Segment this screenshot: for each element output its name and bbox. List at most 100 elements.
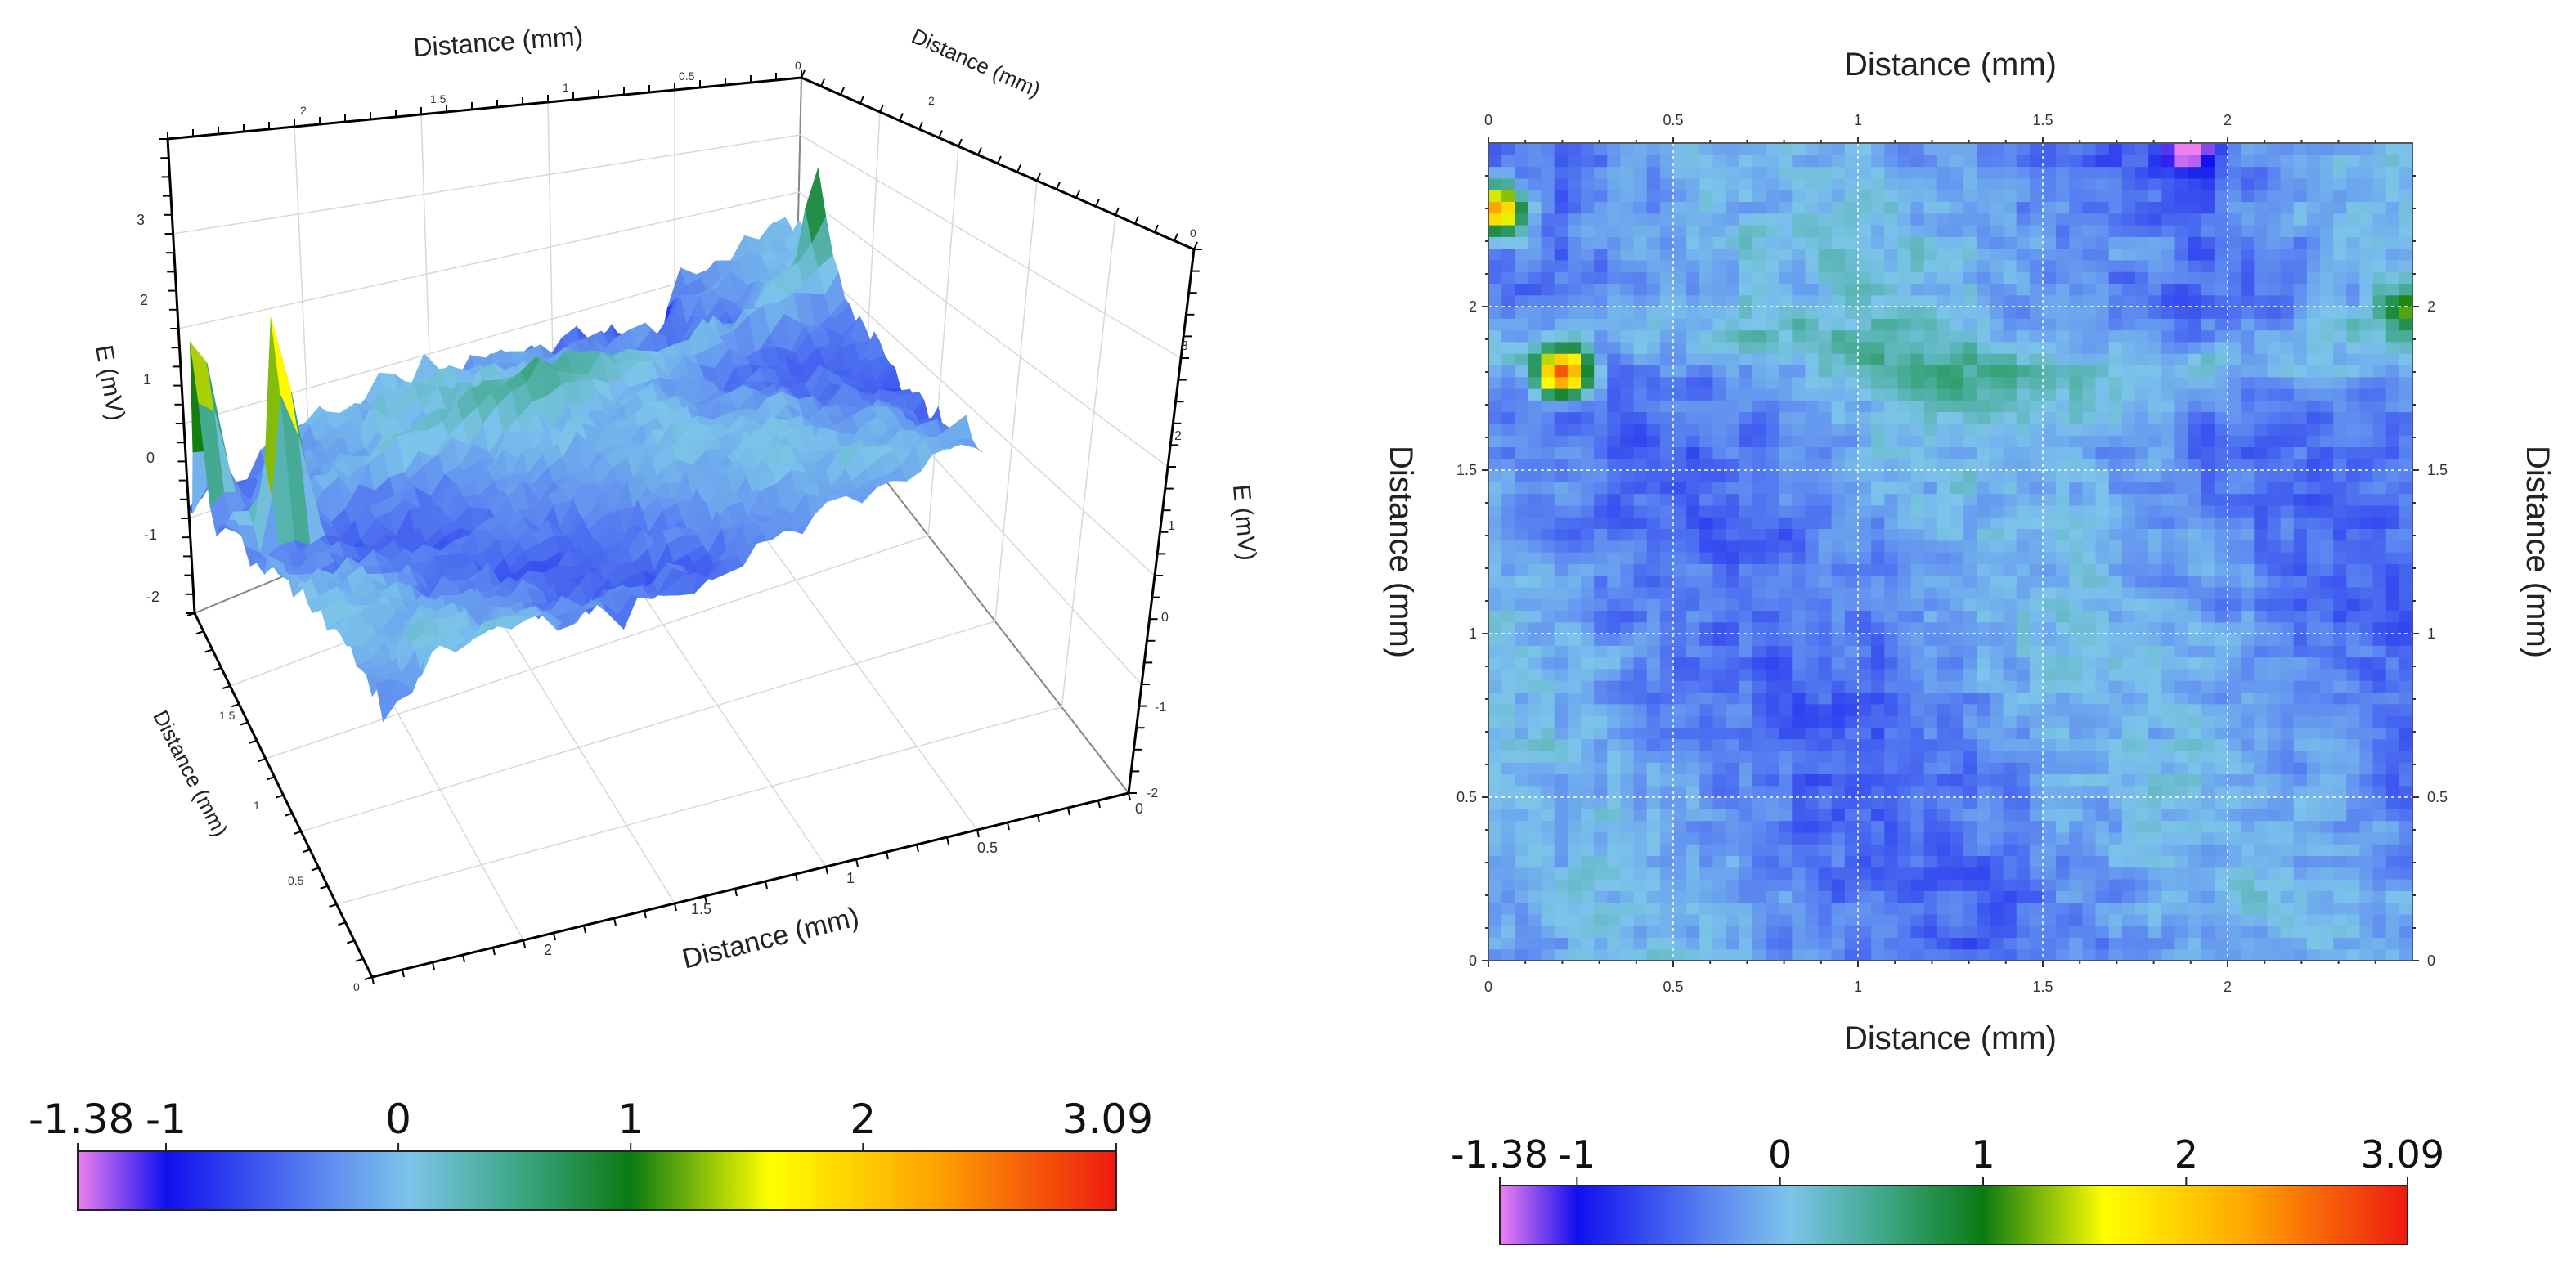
heatmap-cell	[1739, 657, 1753, 670]
heatmap-cell	[1488, 248, 1502, 261]
heatmap-cell	[1884, 844, 1899, 857]
heatmap-cell	[1567, 645, 1582, 658]
heatmap-cell	[1581, 750, 1595, 763]
heatmap-cell	[1977, 353, 1991, 366]
heatmap-cell	[2069, 435, 2084, 448]
heatmap-cell	[1712, 890, 1727, 903]
heatmap-cell	[2043, 890, 2057, 903]
heatmap-cell	[1620, 634, 1635, 646]
heatmap-cell	[1633, 645, 1648, 658]
heatmap-cell	[1501, 645, 1515, 658]
heatmap-cell	[1977, 388, 1991, 401]
heatmap-cell	[2003, 353, 2017, 366]
heatmap-cell	[2003, 294, 2017, 307]
heatmap-cell	[1844, 575, 1859, 588]
heatmap-cell	[1646, 809, 1661, 822]
heatmap-cell	[1541, 376, 1555, 389]
heatmap-cell	[1594, 773, 1608, 787]
heatmap-cell	[2056, 353, 2070, 366]
heatmap-cell	[1963, 855, 1977, 868]
heatmap-cell	[1686, 201, 1700, 214]
heatmap-cell	[1923, 294, 1938, 307]
heatmap-cell	[1581, 831, 1595, 845]
heatmap-cell	[1501, 657, 1515, 670]
heatmap-cell	[1488, 913, 1502, 926]
heatmap-cell	[1699, 294, 1714, 307]
heatmap-cell	[1792, 785, 1806, 798]
heatmap-cell	[1620, 504, 1635, 518]
heatmap-cell	[2056, 937, 2070, 950]
heatmap-cell	[1792, 283, 1806, 296]
heatmap-cell	[1805, 294, 1820, 307]
heatmap-cell	[1950, 318, 1964, 331]
heatmap-cell	[1923, 201, 1938, 214]
heatmap-cell	[2043, 213, 2057, 226]
heatmap-cell	[1554, 248, 1568, 261]
heatmap-cell	[1818, 435, 1833, 448]
heatmap-cell	[1567, 621, 1582, 634]
heatmap-cell	[1766, 190, 1779, 203]
heatmap-cell	[1805, 166, 1820, 179]
heatmap-cell	[1726, 190, 1740, 203]
heatmap-cell	[1488, 738, 1502, 751]
heatmap-cell	[1897, 879, 1912, 891]
heatmap-cell	[2056, 563, 2070, 576]
heatmap-cell	[1818, 621, 1833, 634]
colorbar-left-tick-label: -1	[146, 1096, 186, 1143]
heatmap-cell	[1792, 190, 1806, 203]
heatmap-cell	[1726, 435, 1740, 448]
heatmap-cell	[1858, 307, 1872, 319]
heatmap-cell	[1858, 213, 1872, 226]
heatmap-cell	[1686, 236, 1700, 249]
heatmap-cell	[1936, 307, 1951, 319]
heatmap-cell	[1950, 271, 1964, 285]
heatmap-cell	[1673, 435, 1687, 448]
heatmap-cell	[1686, 598, 1700, 612]
surface-facet	[961, 439, 983, 453]
heatmap-cell	[1633, 341, 1648, 354]
surface-tick	[795, 873, 798, 882]
heatmap-cell	[1990, 797, 2004, 809]
heatmap-cell	[1567, 259, 1582, 272]
surface-tick	[1097, 800, 1101, 809]
heatmap-cell	[1528, 902, 1542, 915]
heatmap-cell	[1831, 236, 1846, 249]
heatmap-cell	[1792, 411, 1806, 424]
heatmap-cell	[2029, 376, 2044, 389]
heatmap-cell	[2056, 166, 2070, 179]
heatmap-cell	[1488, 820, 1502, 833]
heatmap-cell	[2056, 844, 2070, 857]
heatmap-cell	[1936, 902, 1951, 915]
wall-grid-line	[927, 146, 959, 536]
heatmap-cell	[1594, 248, 1608, 261]
heatmap-cell	[1686, 190, 1700, 203]
heatmap-cell	[1779, 621, 1793, 634]
heatmap-cell	[2016, 388, 2031, 401]
heatmap-cell	[1963, 365, 1977, 378]
heatmap-cell	[1990, 528, 2004, 541]
heatmap-cell	[1766, 201, 1779, 214]
heatmap-cell	[1910, 575, 1925, 588]
heatmap-cell	[2056, 528, 2070, 541]
heatmap-cell	[1779, 365, 1793, 378]
heatmap-cell	[1581, 867, 1595, 880]
heatmap-cell	[1659, 797, 1674, 809]
heatmap-cell	[1897, 703, 1912, 716]
heatmap-cell	[1805, 259, 1820, 272]
heatmap-cell	[1686, 575, 1700, 588]
heatmap-cell	[1844, 867, 1859, 880]
heatmap-cell	[1739, 750, 1753, 763]
heatmap-cell	[2029, 937, 2044, 950]
heatmap-cell	[1607, 552, 1622, 564]
heatmap-cell	[2043, 470, 2057, 482]
surface-front-x-tick: 1	[846, 870, 855, 886]
heatmap-cell	[2003, 575, 2017, 588]
heatmap-cell	[1752, 435, 1766, 448]
heatmap-cell	[1581, 411, 1595, 424]
surface-tick	[801, 69, 806, 78]
heatmap-cell	[1659, 610, 1674, 623]
heatmap-cell	[1633, 388, 1648, 401]
heatmap-cell	[1567, 926, 1582, 939]
heatmap-cell	[1659, 692, 1674, 705]
heatmap-cell	[2003, 318, 2017, 331]
